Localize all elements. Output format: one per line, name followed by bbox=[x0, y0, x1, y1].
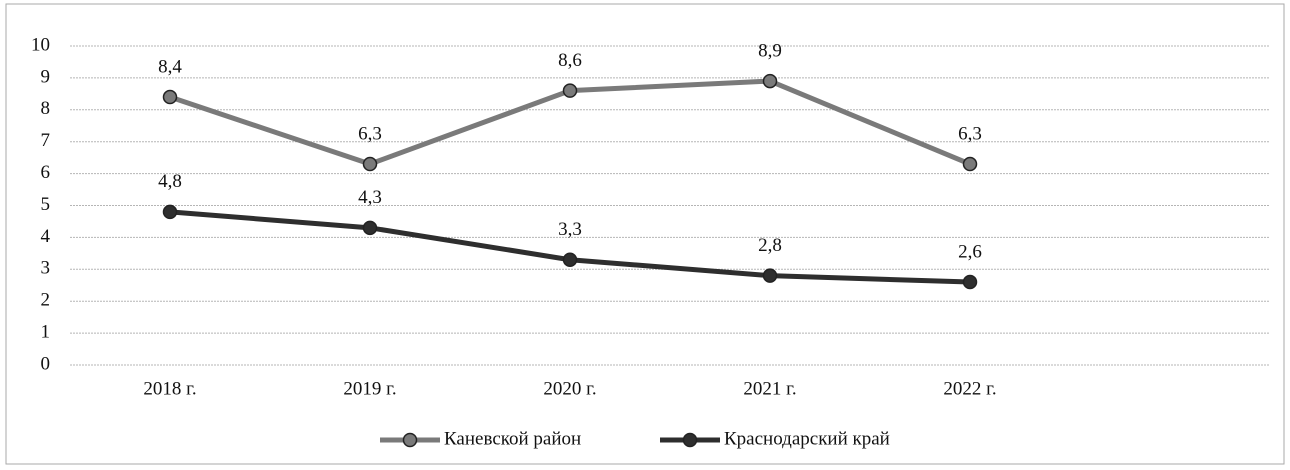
data-point bbox=[562, 83, 578, 98]
data-point bbox=[562, 252, 578, 267]
x-tick-label: 2020 г. bbox=[543, 378, 596, 399]
data-label: 6,3 bbox=[358, 123, 382, 144]
legend-marker bbox=[682, 432, 698, 448]
legend-marker bbox=[402, 432, 418, 448]
data-point bbox=[962, 274, 978, 290]
data-point bbox=[762, 268, 778, 283]
y-tick-label: 10 bbox=[31, 34, 50, 55]
data-point bbox=[362, 156, 378, 172]
y-tick-label: 3 bbox=[41, 258, 51, 279]
data-label: 3,3 bbox=[558, 219, 582, 240]
data-label: 8,9 bbox=[758, 40, 782, 61]
y-tick-label: 4 bbox=[41, 226, 51, 247]
y-tick-label: 0 bbox=[41, 353, 51, 374]
data-label: 8,6 bbox=[558, 50, 582, 71]
y-tick-label: 1 bbox=[41, 321, 51, 342]
x-tick-label: 2021 г. bbox=[743, 378, 796, 399]
legend-label: Краснодарский край bbox=[724, 428, 890, 449]
data-label: 8,4 bbox=[158, 56, 182, 77]
data-label: 4,8 bbox=[158, 171, 182, 192]
data-label: 2,6 bbox=[958, 241, 982, 262]
data-point bbox=[162, 204, 178, 220]
data-label: 6,3 bbox=[958, 123, 982, 144]
x-tick-label: 2019 г. bbox=[343, 378, 396, 399]
data-point bbox=[962, 156, 978, 172]
y-tick-label: 6 bbox=[41, 162, 51, 183]
data-label: 2,8 bbox=[758, 235, 782, 256]
y-tick-label: 5 bbox=[41, 194, 51, 215]
legend-label: Каневской район bbox=[444, 428, 581, 449]
data-point bbox=[762, 73, 778, 89]
y-tick-label: 7 bbox=[41, 130, 51, 151]
data-label: 4,3 bbox=[358, 187, 382, 208]
x-tick-label: 2022 г. bbox=[943, 378, 996, 399]
y-tick-label: 2 bbox=[41, 290, 51, 311]
y-tick-label: 9 bbox=[41, 66, 51, 87]
x-tick-label: 2018 г. bbox=[143, 378, 196, 399]
y-tick-label: 8 bbox=[41, 98, 51, 119]
data-point bbox=[362, 220, 378, 236]
chart-frame bbox=[5, 3, 1285, 465]
data-point bbox=[162, 89, 178, 105]
